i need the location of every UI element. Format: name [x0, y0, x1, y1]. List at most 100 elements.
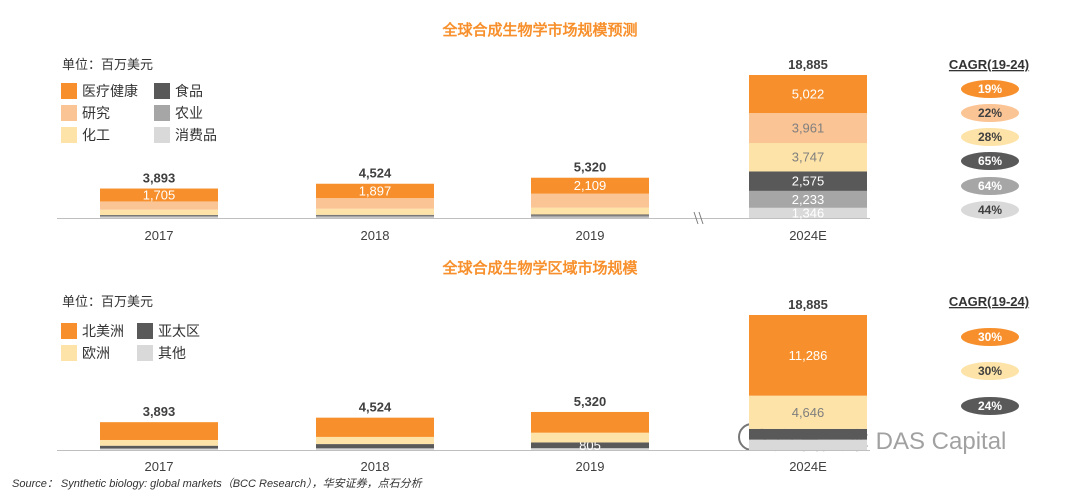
total-label: 3,893 [143, 404, 176, 419]
segment-label: 11,286 [789, 348, 828, 363]
legend-swatch [61, 127, 77, 143]
bar-segment [531, 411, 649, 433]
legend-label: 欧洲 [82, 345, 110, 361]
cagr-column: CAGR(19-24) 30% 30% 24% [949, 294, 1029, 415]
cagr-value: 24% [978, 399, 1002, 413]
legend-label: 其他 [158, 345, 186, 361]
segment-label: 2,233 [792, 192, 825, 207]
cagr-badge [961, 80, 1019, 98]
legend-swatch [61, 345, 77, 361]
segment-label: 1,897 [359, 183, 392, 198]
bar-segment [100, 217, 218, 218]
cagr-value: 44% [978, 203, 1002, 217]
bar-segment [749, 395, 867, 429]
bar-segment [749, 143, 867, 172]
segment-label: 2,575 [792, 174, 825, 189]
legend-label: 医疗健康 [82, 83, 138, 99]
legend-label: 农业 [175, 105, 203, 121]
bar-segment [100, 209, 218, 215]
total-label: 3,893 [143, 171, 176, 186]
cagr-badge [961, 328, 1019, 346]
bar-segment [316, 448, 434, 450]
cagr-value: 19% [978, 82, 1002, 96]
cagr-badge [961, 104, 1019, 122]
bar-segment [100, 188, 218, 202]
bar-segment [100, 439, 218, 446]
segment-label: 1,705 [143, 187, 176, 202]
bar-segment [316, 208, 434, 215]
bar-segment [531, 432, 649, 443]
cagr-column: CAGR(19-24) 19% 22% 28% 65% 64% 44% [949, 57, 1029, 219]
legend-label: 北美洲 [82, 323, 124, 339]
legend-label: 食品 [175, 83, 203, 99]
bar-stack-2017: 3,893 2017 [100, 404, 218, 474]
legend-label: 亚太区 [158, 323, 200, 339]
unit-label: 单位：百万美元 [62, 294, 153, 309]
segment-label: 5,022 [792, 87, 825, 102]
bar-stack-2019: 2,109 5,320 2019 [531, 160, 649, 243]
bar-segment [531, 193, 649, 208]
bar-segment [316, 217, 434, 218]
source-note: Source： Synthetic biology: global market… [12, 477, 424, 490]
segment-label: 3,961 [792, 121, 825, 136]
bar-segment [316, 215, 434, 218]
legend-swatch [154, 105, 170, 121]
bar-segment [100, 201, 218, 210]
legend-swatch [137, 345, 153, 361]
bar-segment [749, 315, 867, 396]
bar-segment [100, 448, 218, 450]
segment-label: 2,109 [574, 178, 607, 193]
bar-segment [531, 217, 649, 218]
x-tick-label: 2024E [789, 459, 827, 474]
bar-segment [749, 190, 867, 208]
cagr-value: 65% [978, 154, 1002, 168]
bar-segment [749, 439, 867, 450]
legend-swatch [154, 83, 170, 99]
total-label: 5,320 [574, 394, 607, 409]
x-tick-label: 2018 [361, 459, 390, 474]
bar-segment [316, 436, 434, 445]
total-label: 4,524 [359, 166, 392, 181]
bar-segment [749, 113, 867, 144]
bar-segment [531, 177, 649, 194]
legend-swatch [61, 83, 77, 99]
bar-segment [316, 183, 434, 199]
total-label: 18,885 [788, 297, 828, 312]
total-label: 4,524 [359, 400, 392, 415]
bar-segment [749, 75, 867, 114]
bar-segment [100, 214, 218, 216]
cagr-value: 64% [978, 179, 1002, 193]
cagr-value: 30% [978, 330, 1002, 344]
cagr-badge [961, 128, 1019, 146]
x-tick-label: 2017 [145, 459, 174, 474]
bar-segment [531, 448, 649, 450]
cagr-badge [961, 177, 1019, 195]
bar-segment [316, 198, 434, 209]
cagr-badge [961, 152, 1019, 170]
chart-title: 全球合成生物学区域市场规模 [441, 259, 638, 277]
bar-segment [316, 444, 434, 449]
x-tick-label: 2024E [789, 228, 827, 243]
x-tick-label: 2018 [361, 228, 390, 243]
bar-segment [531, 442, 649, 449]
segment-label: 3,747 [792, 150, 825, 165]
unit-label: 单位：百万美元 [62, 57, 153, 72]
bar-segment [316, 417, 434, 437]
bar-segment [100, 215, 218, 218]
legend-swatch [61, 105, 77, 121]
legend-label: 化工 [82, 127, 110, 143]
x-tick-label: 2019 [576, 459, 605, 474]
cagr-value: 28% [978, 130, 1002, 144]
cagr-badge [961, 397, 1019, 415]
bar-segment [531, 215, 649, 218]
cagr-value: 30% [978, 364, 1002, 378]
legend-swatch [137, 323, 153, 339]
